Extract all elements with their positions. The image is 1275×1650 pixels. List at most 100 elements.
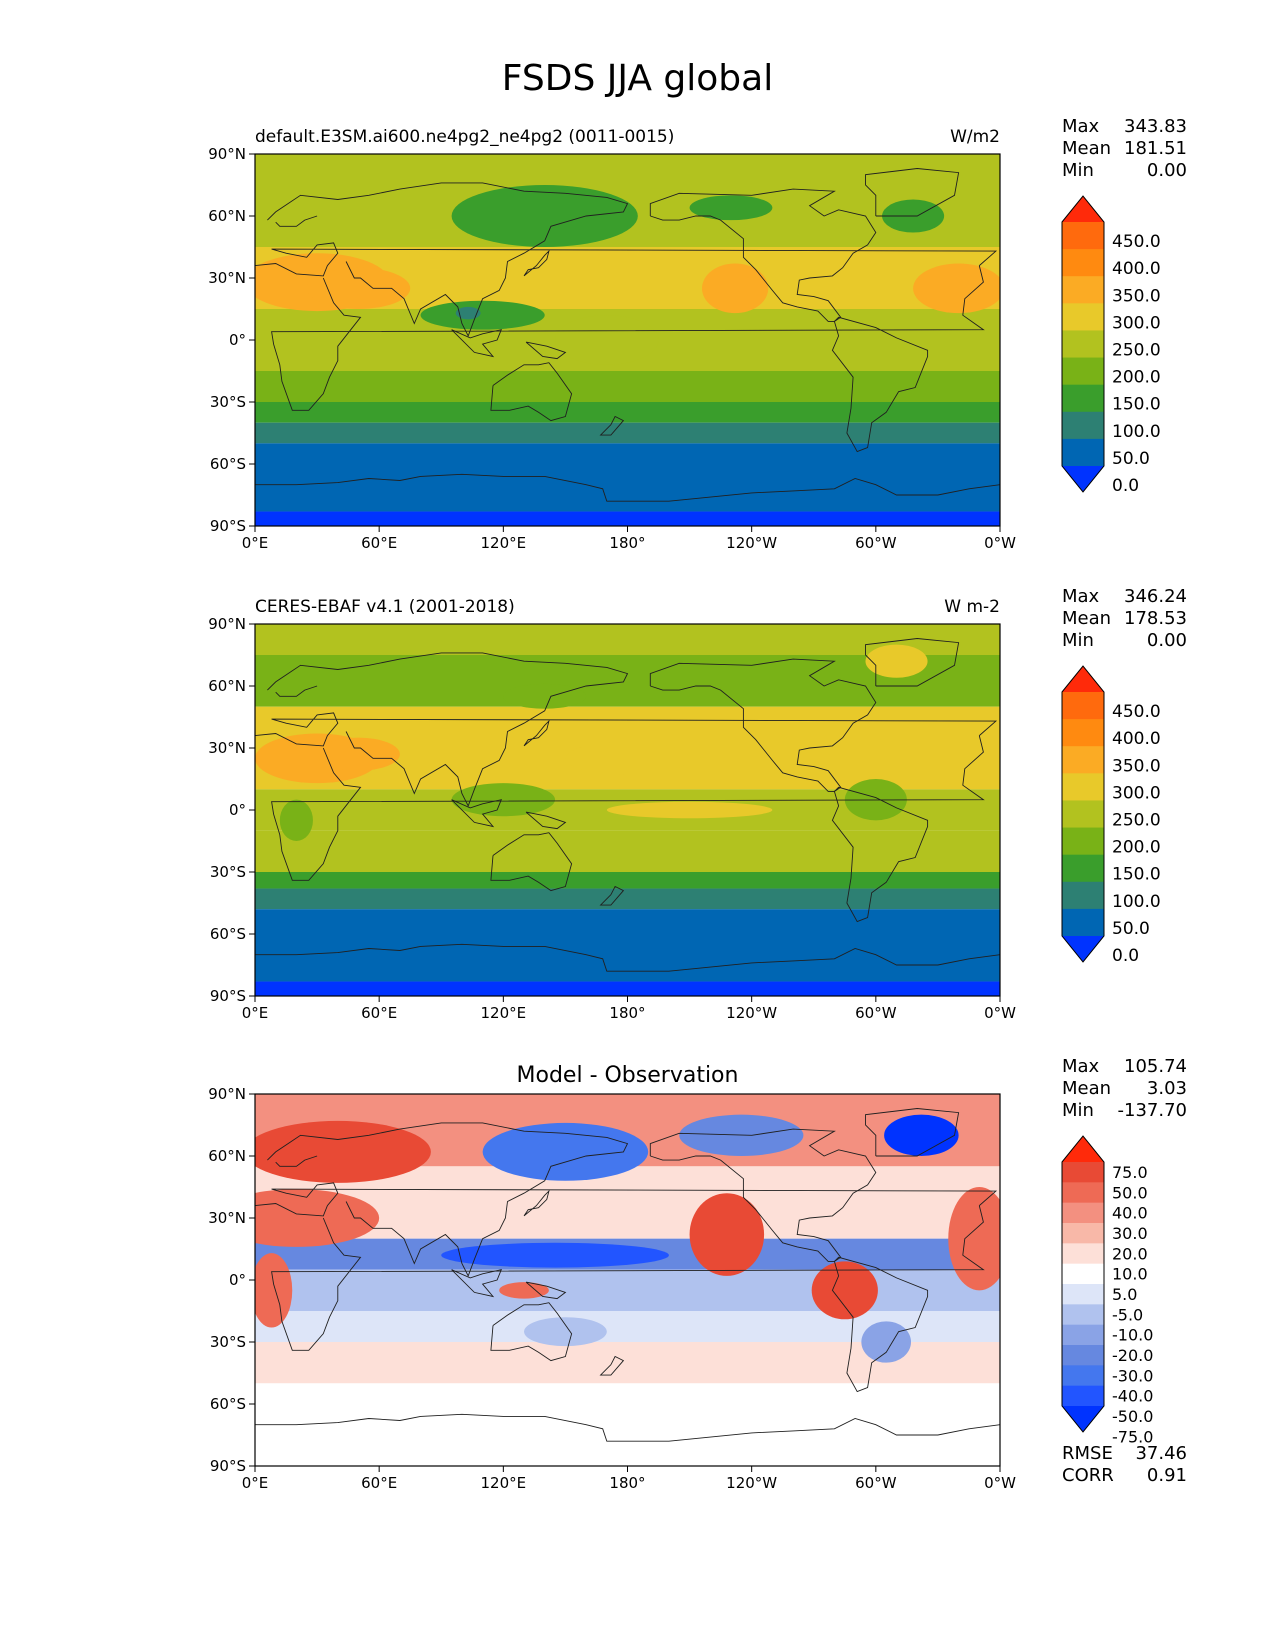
lon-tick-label: 180° xyxy=(609,1004,645,1022)
lat-tick-label: 30°N xyxy=(208,269,246,287)
lon-tick-label: 120°W xyxy=(726,534,777,552)
coastline-6 xyxy=(649,658,877,792)
colorbar-extend-bottom xyxy=(1062,1406,1104,1432)
contour-feature-11 xyxy=(524,1317,607,1347)
stat-label: Min xyxy=(1062,160,1094,181)
contour-feature-13 xyxy=(499,1282,549,1299)
colorbar-segment xyxy=(1062,249,1104,277)
coastline-12 xyxy=(523,1189,550,1217)
colorbar-1: 450.0 400.0 350.0 300.0 250.0 200.0 150.0 100.0… xyxy=(1061,195,1161,496)
stat-label: Max xyxy=(1062,116,1100,137)
contour-feature-2 xyxy=(317,737,400,771)
contour-feature-8 xyxy=(279,799,313,841)
zonal-band-5 xyxy=(255,830,1000,872)
lon-tick-label: 180° xyxy=(609,534,645,552)
lat-tick-label: 30°S xyxy=(210,393,246,411)
colorbar-label: 10.0 xyxy=(1112,1265,1148,1284)
coastline-13 xyxy=(255,473,1000,502)
colorbar-label: 50.0 xyxy=(1112,1183,1148,1202)
rmse-value: 37.46 xyxy=(1135,1443,1187,1464)
zonal-band-6 xyxy=(255,402,1000,423)
colorbar-label: 300.0 xyxy=(1112,783,1161,803)
colorbar-label: 50.0 xyxy=(1112,449,1150,469)
coastline-8 xyxy=(865,638,960,687)
zonal-band-6 xyxy=(255,872,1000,889)
colorbar-label: 250.0 xyxy=(1112,341,1161,361)
coastline-3 xyxy=(267,652,629,808)
colorbar-label: 0.0 xyxy=(1112,946,1139,966)
coastline-5 xyxy=(490,1302,573,1362)
zonal-band-7 xyxy=(255,888,1000,910)
map-panel-1: 0°E 60°E 120°E 180° 120°W 60°W 0°W 90°N 60°N 30°N… xyxy=(208,127,1160,552)
zonal-band-8 xyxy=(255,909,1000,982)
contour-feature-2 xyxy=(306,267,411,310)
colorbar-label: 40.0 xyxy=(1112,1204,1148,1223)
lat-tick-label: 90°S xyxy=(210,517,246,535)
coastline-5 xyxy=(490,832,573,892)
stat-value: 343.83 xyxy=(1124,116,1187,137)
stat-label: Mean xyxy=(1062,138,1112,159)
colorbar-segment xyxy=(1062,1223,1104,1244)
coastline-5 xyxy=(490,362,573,422)
map-panel-3: 0°E 60°E 120°E 180° 120°W 60°W 0°W 90°N 60°N 30°N… xyxy=(208,1063,1153,1492)
coastline-6 xyxy=(649,1128,877,1262)
colorbar-extend-top xyxy=(1062,1136,1104,1162)
zonal-band-5 xyxy=(255,371,1000,402)
corr-value: 0.91 xyxy=(1146,1465,1187,1486)
colorbar-segment xyxy=(1062,330,1104,359)
colorbar-segment xyxy=(1062,1284,1104,1305)
lat-tick-label: 90°N xyxy=(208,615,246,633)
stat-label: Max xyxy=(1062,586,1100,607)
coastlines xyxy=(255,1108,1000,1442)
contour-feature-2 xyxy=(255,1189,380,1247)
colorbar-extend-bottom xyxy=(1062,936,1104,962)
lat-tick-label: 90°N xyxy=(208,145,246,163)
stat-value: 181.51 xyxy=(1124,138,1187,159)
lon-tick-label: 60°W xyxy=(855,1004,897,1022)
colorbar-extend-top xyxy=(1062,196,1104,222)
coastline-11 xyxy=(599,885,625,906)
contour-feature-10 xyxy=(555,315,659,365)
colorbar-label: -5.0 xyxy=(1112,1305,1143,1324)
lat-tick-label: 0° xyxy=(229,1271,246,1289)
colorbar-label: 100.0 xyxy=(1112,892,1161,912)
stat-label: Mean xyxy=(1062,1078,1112,1099)
coastline-11 xyxy=(599,415,625,436)
colorbar-segment xyxy=(1062,438,1104,467)
stat-value: 178.53 xyxy=(1124,608,1187,629)
lat-tick-label: 30°N xyxy=(208,739,246,757)
stats-panel-1: Max 343.83 Mean 181.51 Min 0.00 xyxy=(1062,116,1187,182)
lon-tick-label: 60°W xyxy=(855,534,897,552)
coastline-7 xyxy=(831,1256,929,1393)
contour-feature-10 xyxy=(255,1253,293,1328)
colorbar-3: 75.050.0 40.030.020.0 10.05.0-5.0 -10.0-20.… xyxy=(1061,1135,1153,1446)
colorbar-segment xyxy=(1062,357,1104,386)
contour-feature-6 xyxy=(420,300,545,330)
coastline-10 xyxy=(525,1281,567,1300)
colorbar-2: 450.0 400.0 350.0 300.0 250.0 200.0 150.0 100.0… xyxy=(1061,665,1161,966)
stat-label: Min xyxy=(1062,630,1094,651)
coastline-6 xyxy=(649,188,877,322)
coastline-9 xyxy=(451,1269,503,1298)
coastlines xyxy=(255,638,1000,972)
colorbar-label: -40.0 xyxy=(1112,1387,1153,1406)
colorbar-label: 5.0 xyxy=(1112,1285,1137,1304)
lat-tick-label: 0° xyxy=(229,331,246,349)
lon-tick-label: 120°W xyxy=(726,1004,777,1022)
colorbar-segment xyxy=(1062,222,1104,250)
colorbar-extend-bottom xyxy=(1062,466,1104,492)
colorbar-segment xyxy=(1062,276,1104,304)
contour-feature-6 xyxy=(451,783,556,817)
colorbar-label: 150.0 xyxy=(1112,395,1161,415)
contour-feature-4 xyxy=(565,741,690,775)
coastline-1 xyxy=(255,712,998,747)
colorbar-label: 400.0 xyxy=(1112,259,1161,279)
lat-tick-label: 60°S xyxy=(210,1395,246,1413)
colorbar-label: -75.0 xyxy=(1112,1427,1153,1446)
lat-tick-label: 60°S xyxy=(210,455,246,473)
rmse-label: RMSE xyxy=(1062,1443,1113,1464)
lon-tick-label: 0°E xyxy=(242,1474,269,1492)
lat-tick-label: 90°S xyxy=(210,1457,246,1475)
colorbar-label: 200.0 xyxy=(1112,368,1161,388)
